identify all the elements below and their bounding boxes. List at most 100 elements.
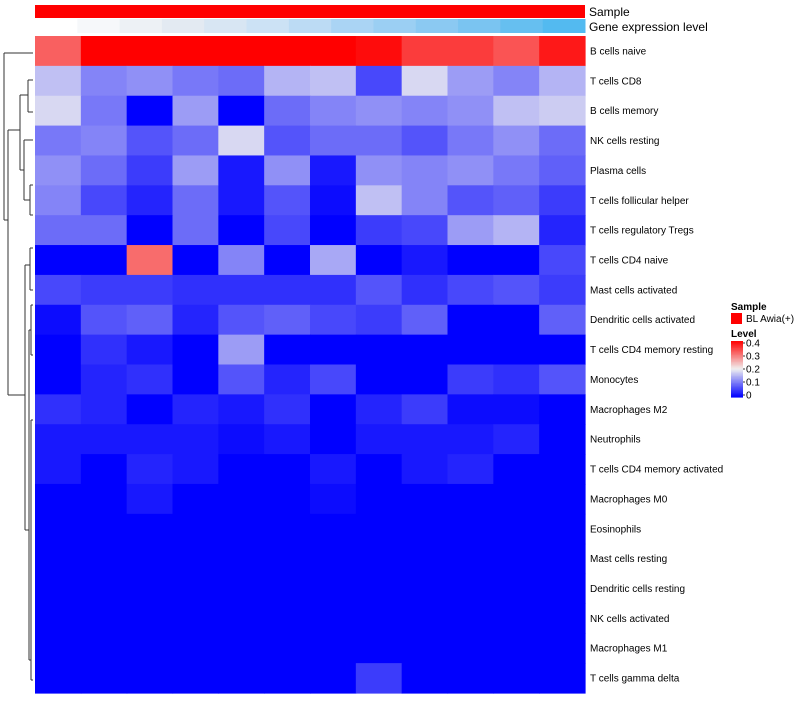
heatmap-cell [172,603,219,634]
row-label: Mast cells activated [590,285,677,296]
heatmap-cell [493,65,540,97]
heatmap-cell [539,663,586,694]
heatmap-cell [172,334,219,366]
legend-tick-label: 0.4 [746,339,760,350]
legend-sample-entry: BL Awia(+) [746,314,794,325]
heatmap-cell [264,603,311,634]
heatmap-cell [355,304,403,336]
row-label: Dendritic cells activated [590,315,695,326]
row-label: Macrophages M0 [590,494,668,505]
heatmap-cell [310,394,357,425]
heatmap-cell [447,394,494,425]
legend-colorbar-segment [731,381,743,384]
heatmap-cell [80,304,128,336]
row-label: T cells CD4 naive [590,255,669,266]
heatmap-cell [539,424,586,455]
heatmap-cell [172,185,219,216]
heatmap-cell [539,304,586,336]
heatmap-cell [172,304,219,336]
heatmap-cell [310,95,357,127]
legend-colorbar-segment [731,384,743,387]
heatmap-cell [35,603,82,634]
legend-sample-title: Sample [731,302,767,313]
heatmap-cell [80,185,128,216]
row-label: Neutrophils [590,435,641,446]
heatmap-cell [218,513,265,545]
legend-colorbar-segment [731,383,743,385]
heatmap-cell [447,65,494,97]
heatmap-cell [355,364,403,395]
heatmap-cell [539,185,586,216]
heatmap-cell [80,633,128,664]
heatmap-cell [355,65,403,97]
expression-annotation-cell [246,19,290,33]
heatmap-cell [126,215,174,246]
heatmap-cell [35,274,82,306]
heatmap-cell [80,36,128,67]
heatmap-cell [539,633,586,664]
heatmap-cell [401,633,449,664]
heatmap-cell [80,334,128,366]
heatmap-cell [447,633,494,664]
heatmap-cell [126,424,174,455]
heatmap-cell [355,573,403,605]
legend-colorbar-segment [731,376,743,378]
heatmap-cell [401,543,449,575]
sample-track-label: Sample [589,5,630,19]
heatmap-cell [447,513,494,545]
heatmap-cell [218,573,265,605]
heatmap-cell [539,215,586,246]
heatmap-cell [35,573,82,605]
sample-annotation-bar [35,5,585,18]
heatmap-cell [172,663,219,694]
heatmap-cell [355,663,403,694]
heatmap-cell [401,65,449,97]
heatmap-cell [172,394,219,425]
heatmap-cell [401,95,449,127]
heatmap-cell [355,125,403,157]
heatmap-cell [310,663,357,694]
heatmap-cell [401,125,449,157]
heatmap-cell [218,155,265,186]
legend-colorbar-segment [731,353,743,356]
row-label: T cells CD8 [590,76,642,87]
row-label: T cells follicular helper [590,196,689,207]
heatmap-cell [310,304,357,336]
legend-colorbar-segment [731,363,743,366]
heatmap-cell [493,394,540,425]
heatmap-cell [172,125,219,157]
heatmap-cell [447,95,494,127]
heatmap-cell [401,36,449,67]
heatmap-cell [35,215,82,246]
heatmap-cell [539,36,586,67]
legend-colorbar-segment [731,366,743,369]
heatmap-cell [401,424,449,455]
heatmap-cell [355,155,403,186]
heatmap-cell [355,513,403,545]
heatmap-cell [126,304,174,336]
heatmap-cell [539,513,586,545]
heatmap-cell [80,155,128,186]
heatmap-cell [355,334,403,366]
heatmap-cell [80,95,128,127]
heatmap-cell [310,364,357,395]
legend-colorbar-segment [731,364,743,367]
heatmap-cell [264,215,311,246]
heatmap-cell [80,364,128,395]
heatmap-cell [539,155,586,186]
heatmap-cell [80,513,128,545]
heatmap-cell [126,185,174,216]
heatmap-cell [264,95,311,127]
expression-annotation-cell [500,19,544,33]
heatmap-cell [539,603,586,634]
heatmap-cell [218,304,265,336]
heatmap-cell [35,424,82,455]
heatmap-cell [447,454,494,485]
heatmap-cell [539,125,586,157]
heatmap-cell [493,633,540,664]
heatmap-cell [172,513,219,545]
expression-annotation-cell [373,19,417,33]
heatmap-cell [493,663,540,694]
heatmap-cell [493,304,540,336]
heatmap-cell [539,245,586,276]
